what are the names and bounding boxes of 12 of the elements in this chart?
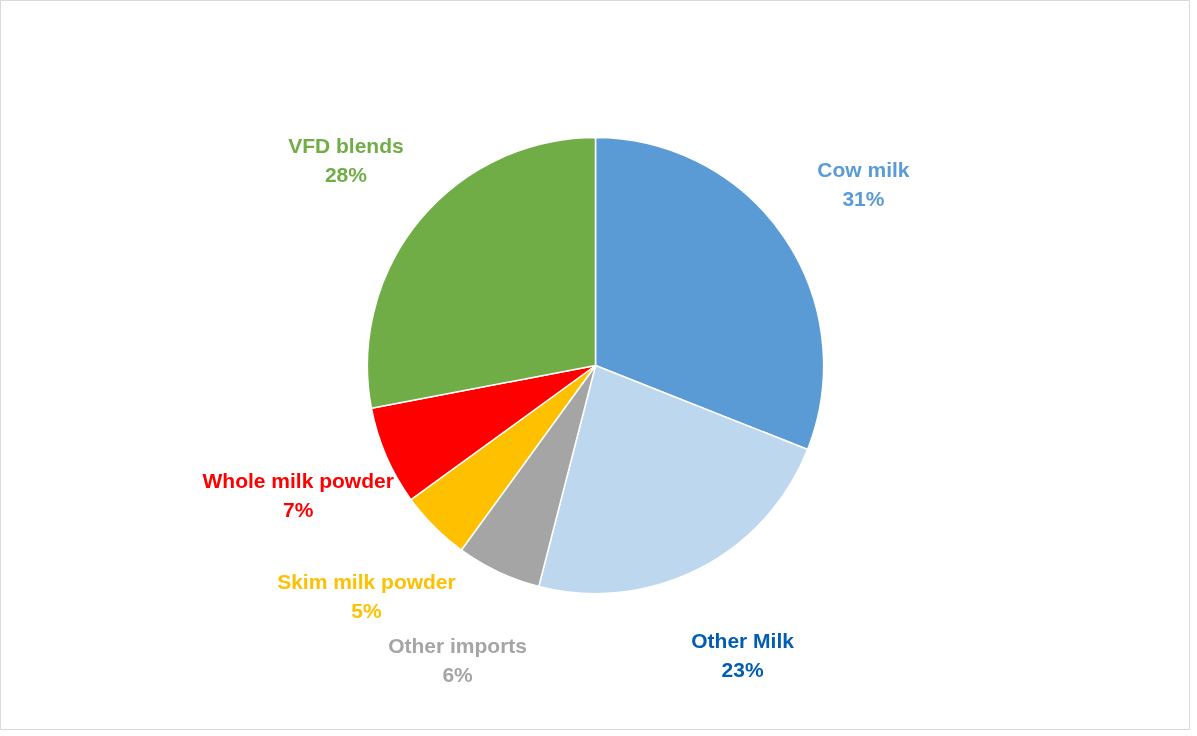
data-label: 7% [283, 498, 314, 522]
data-label: 31% [842, 187, 885, 211]
slice-label: Whole milk powder [202, 469, 394, 493]
slice-label: Cow milk [817, 158, 910, 182]
slice-label: Other Milk [691, 629, 795, 653]
data-label: 6% [442, 662, 474, 686]
slice-label: Other imports [388, 633, 528, 657]
data-label: 5% [351, 598, 382, 622]
slice-label: VFD blends [288, 134, 404, 158]
data-label: 23% [721, 658, 764, 682]
slice-label: Skim milk powder [277, 569, 456, 593]
data-label: 28% [324, 163, 368, 187]
